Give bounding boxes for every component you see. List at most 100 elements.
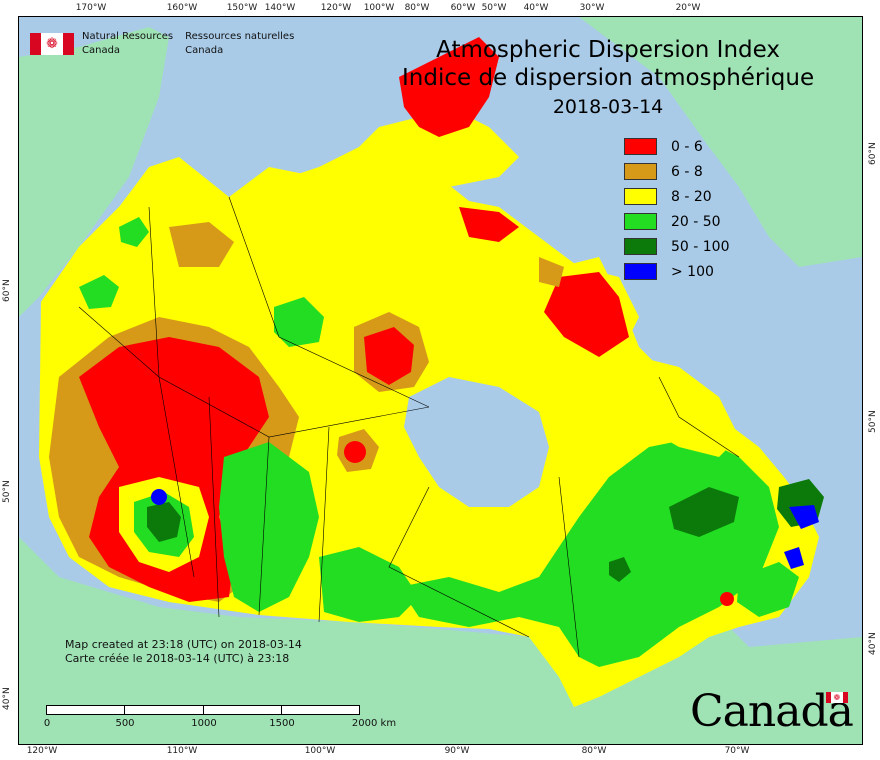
lon-tick-top: 140°W xyxy=(264,3,296,13)
legend: 0 - 6 6 - 8 8 - 20 20 - 50 50 - 100 > 10… xyxy=(624,134,730,284)
scale-label: 500 xyxy=(115,718,135,729)
lat-tick-left: 60°N xyxy=(2,279,12,302)
lon-tick-bottom: 120°W xyxy=(26,746,58,756)
map-title: Atmospheric Dispersion Index Indice de d… xyxy=(402,36,814,122)
lon-tick-top: 80°W xyxy=(404,3,430,13)
lon-tick-top: 150°W xyxy=(226,3,258,13)
north-orange-1 xyxy=(169,222,234,267)
legend-label: 50 - 100 xyxy=(671,238,730,255)
prairies-green xyxy=(219,442,319,612)
map-date: 2018-03-14 xyxy=(552,96,664,118)
scale-segment xyxy=(281,706,359,714)
ellesmere-red xyxy=(399,37,499,137)
scale-label: 1500 xyxy=(269,718,295,729)
legend-label: 8 - 20 xyxy=(671,188,712,205)
alaska-land xyxy=(19,27,169,317)
org-en-line1: Natural Resources xyxy=(82,31,174,42)
legend-swatch xyxy=(624,163,657,180)
legend-item: 50 - 100 xyxy=(624,234,730,259)
canada-flag-icon: ❁ xyxy=(30,33,74,55)
nrcan-french: Ressources naturelles Canada xyxy=(185,30,294,58)
legend-swatch xyxy=(624,188,657,205)
title-english: Atmospheric Dispersion Index xyxy=(436,37,780,63)
maritimes-blue xyxy=(784,547,804,569)
legend-swatch xyxy=(624,263,657,280)
legend-item: 8 - 20 xyxy=(624,184,730,209)
legend-label: > 100 xyxy=(671,263,714,280)
lat-tick-right: 40°N xyxy=(868,632,878,655)
legend-label: 6 - 8 xyxy=(671,163,703,180)
baffin-red-2 xyxy=(544,272,629,357)
lat-tick-left: 50°N xyxy=(2,480,12,503)
credit-french: Carte créée le 2018-03-14 (UTC) à 23:18 xyxy=(65,652,290,665)
nwt-green xyxy=(274,297,324,347)
scale-label: 0 xyxy=(43,718,51,729)
east-green xyxy=(399,437,779,667)
bc-blue-spot xyxy=(151,489,167,505)
lon-tick-bottom: 110°W xyxy=(166,746,198,756)
org-fr-line2: Canada xyxy=(185,45,224,56)
legend-swatch xyxy=(624,213,657,230)
lon-tick-top: 100°W xyxy=(363,3,395,13)
usa-land xyxy=(19,537,862,744)
lon-tick-top: 160°W xyxy=(166,3,198,13)
org-fr-line1: Ressources naturelles xyxy=(185,31,295,42)
province-borders xyxy=(78,196,740,658)
bc-darkgreen-zone xyxy=(147,502,181,542)
lon-tick-bottom: 80°W xyxy=(581,746,607,756)
nrcan-english: Natural Resources Canada xyxy=(82,30,173,58)
lon-tick-top: 20°W xyxy=(675,3,701,13)
newfoundland-blue xyxy=(789,505,819,529)
lon-tick-top: 170°W xyxy=(75,3,107,13)
legend-swatch xyxy=(624,238,657,255)
legend-item: 20 - 50 xyxy=(624,209,730,234)
dispersion-map xyxy=(19,17,862,744)
lon-tick-top: 60°W xyxy=(450,3,476,13)
nrcan-signature: ❁ Natural Resources Canada Ressources na… xyxy=(30,30,306,58)
ontario-darkgreen xyxy=(609,557,631,582)
lat-tick-right: 60°N xyxy=(868,142,878,165)
maritimes-red xyxy=(720,592,734,606)
quebec-darkgreen xyxy=(669,487,739,537)
scale-label: 2000 km xyxy=(351,718,397,729)
lat-tick-right: 50°N xyxy=(868,410,878,433)
lon-tick-bottom: 70°W xyxy=(724,746,750,756)
map-frame xyxy=(18,16,863,745)
org-en-line2: Canada xyxy=(82,45,121,56)
wordmark-flag-icon: ❁ xyxy=(826,692,848,703)
legend-swatch xyxy=(624,138,657,155)
greenland-land xyxy=(579,17,862,267)
manitoba-green xyxy=(319,547,419,622)
arctic-islands xyxy=(249,107,519,237)
scale-label: 1000 xyxy=(191,718,217,729)
lon-tick-top: 30°W xyxy=(579,3,605,13)
maritimes-green xyxy=(737,562,799,617)
lat-tick-left: 40°N xyxy=(2,687,12,710)
baffin-orange xyxy=(539,257,564,287)
title-french: Indice de dispersion atmosphérique xyxy=(402,65,815,91)
lon-tick-bottom: 100°W xyxy=(304,746,336,756)
lon-tick-top: 50°W xyxy=(481,3,507,13)
map-credit: Map created at 23:18 (UTC) on 2018-03-14… xyxy=(65,638,302,666)
scale-segment xyxy=(125,706,204,714)
hudson-bay xyxy=(404,377,549,507)
scale-segment xyxy=(203,706,282,714)
legend-item: 0 - 6 xyxy=(624,134,730,159)
northwest-green xyxy=(79,275,119,309)
legend-item: 6 - 8 xyxy=(624,159,730,184)
scale-segment xyxy=(47,706,126,714)
lon-tick-top: 120°W xyxy=(320,3,352,13)
credit-english: Map created at 23:18 (UTC) on 2018-03-14 xyxy=(65,638,302,651)
northwest-green-2 xyxy=(119,217,149,247)
labrador-yellow xyxy=(629,357,739,457)
manitoba-red xyxy=(344,441,366,463)
nunavut-red xyxy=(364,327,414,385)
lon-tick-bottom: 90°W xyxy=(444,746,470,756)
legend-item: > 100 xyxy=(624,259,730,284)
lon-tick-top: 40°W xyxy=(523,3,549,13)
baffin-red-1 xyxy=(459,207,519,242)
legend-label: 20 - 50 xyxy=(671,213,721,230)
scale-bar xyxy=(46,705,360,715)
legend-label: 0 - 6 xyxy=(671,138,703,155)
